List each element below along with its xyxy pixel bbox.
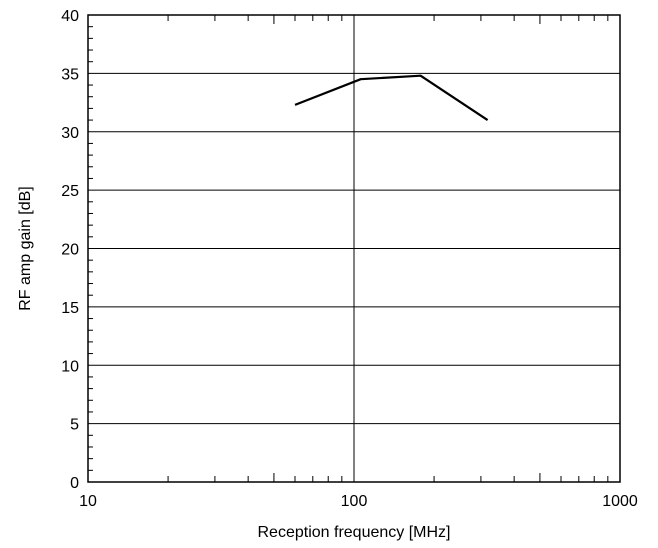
y-tick-label: 10 [61, 358, 79, 375]
y-axis-title: RF amp gain [dB] [17, 186, 34, 311]
y-tick-label: 35 [61, 66, 79, 83]
x-tick-label: 100 [341, 493, 368, 510]
y-tick-label: 30 [61, 125, 79, 142]
minor-tick-layer [88, 15, 609, 482]
plot-frame [87, 14, 621, 483]
x-tick-label: 10 [79, 493, 97, 510]
y-tick-label: 25 [61, 183, 79, 200]
series-line [294, 74, 489, 122]
tick-label-layer: 0 5 10 15 20 25 30 35 40 10 100 1000 [61, 8, 638, 510]
y-tick-label: 0 [70, 475, 79, 492]
y-tick-label: 5 [70, 417, 79, 434]
x-tick-label: 1000 [602, 493, 638, 510]
y-tick-label: 15 [61, 300, 79, 317]
x-axis-title: Reception frequency [MHz] [258, 524, 451, 541]
grid-layer [88, 15, 620, 482]
y-tick-label: 20 [61, 242, 79, 259]
y-tick-label: 40 [61, 8, 79, 25]
series-layer [294, 74, 489, 122]
